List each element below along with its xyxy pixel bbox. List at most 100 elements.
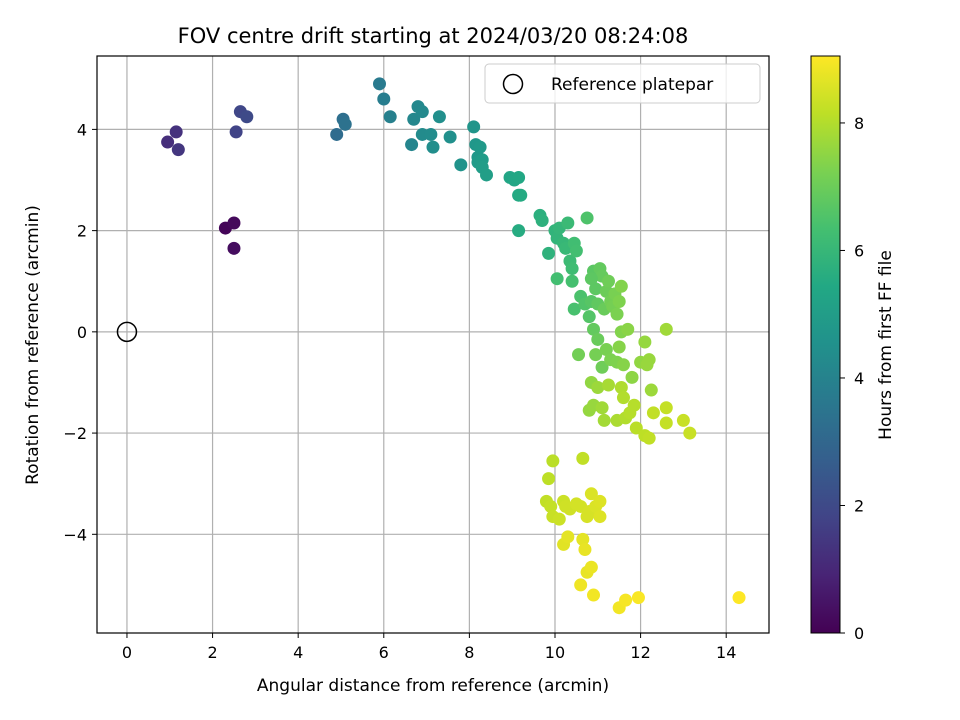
data-point xyxy=(591,381,605,395)
data-point xyxy=(587,588,601,602)
data-point xyxy=(591,332,605,346)
data-point xyxy=(576,532,590,546)
data-point xyxy=(535,213,549,227)
data-point xyxy=(640,358,654,372)
data-point xyxy=(614,381,628,395)
data-point xyxy=(542,472,556,486)
data-point xyxy=(614,279,628,293)
data-point xyxy=(732,591,746,605)
y-tick-label: −4 xyxy=(63,525,87,544)
data-point xyxy=(552,512,566,526)
data-point xyxy=(578,542,592,556)
data-point xyxy=(629,421,643,435)
data-point xyxy=(616,391,630,405)
data-point xyxy=(631,591,645,605)
data-point xyxy=(601,378,615,392)
x-tick-label: 8 xyxy=(464,643,474,662)
data-point xyxy=(443,130,457,144)
data-point xyxy=(161,135,175,149)
colorbar-label: Hours from first FF file xyxy=(876,250,896,440)
data-point xyxy=(383,110,397,124)
data-point xyxy=(683,426,697,440)
data-point xyxy=(171,143,185,157)
data-point xyxy=(240,110,254,124)
data-point xyxy=(587,322,601,336)
data-point xyxy=(659,322,673,336)
y-tick-label: 2 xyxy=(77,222,87,241)
data-point xyxy=(169,125,183,139)
colorbar: 0 2 4 6 8 Hours from first FF file xyxy=(810,55,896,643)
legend-marker xyxy=(502,73,524,95)
data-point xyxy=(512,170,526,184)
data-point xyxy=(426,140,440,154)
data-point xyxy=(599,343,613,357)
x-tick-label: 2 xyxy=(207,643,217,662)
data-point xyxy=(616,358,630,372)
data-point xyxy=(610,307,624,321)
data-point xyxy=(432,110,446,124)
data-point xyxy=(584,487,598,501)
y-axis-ticks: 4 2 0 −2 −4 xyxy=(63,120,97,544)
data-point xyxy=(480,168,494,182)
data-point xyxy=(512,224,526,238)
data-point xyxy=(514,188,528,202)
data-point xyxy=(638,335,652,349)
data-point xyxy=(565,262,579,276)
data-point xyxy=(612,340,626,354)
colorbar-tick-label: 6 xyxy=(854,241,864,260)
y-tick-label: 4 xyxy=(77,120,87,139)
reference-point-marker xyxy=(116,321,138,343)
data-point xyxy=(372,77,386,91)
data-point xyxy=(377,92,391,106)
data-point xyxy=(227,216,241,230)
data-point xyxy=(467,120,481,134)
data-point xyxy=(561,530,575,544)
data-point xyxy=(589,282,603,296)
data-point xyxy=(612,294,626,308)
x-axis-ticks: 0 2 4 6 8 10 12 14 xyxy=(122,633,736,662)
x-axis-label: Angular distance from reference (arcmin) xyxy=(257,676,609,696)
data-point xyxy=(569,244,583,258)
data-point xyxy=(544,499,558,513)
data-point xyxy=(627,398,641,412)
colorbar-scale xyxy=(810,55,841,634)
data-point xyxy=(576,451,590,465)
x-tick-label: 0 xyxy=(122,643,132,662)
legend: Reference platepar xyxy=(484,63,761,104)
data-point xyxy=(619,593,633,607)
data-point xyxy=(593,510,607,524)
data-point xyxy=(229,125,243,139)
data-point xyxy=(473,140,487,154)
data-point xyxy=(550,272,564,286)
y-axis-label: Rotation from reference (arcmin) xyxy=(23,205,43,485)
data-point xyxy=(407,112,421,126)
data-point xyxy=(644,383,658,397)
data-point xyxy=(572,348,586,362)
x-tick-label: 14 xyxy=(716,643,736,662)
y-tick-label: −2 xyxy=(63,424,87,443)
data-point xyxy=(330,127,344,141)
colorbar-tick-label: 4 xyxy=(854,369,864,388)
data-point xyxy=(338,117,352,131)
colorbar-tick-label: 8 xyxy=(854,114,864,133)
data-point xyxy=(646,406,660,420)
colorbar-tick-label: 2 xyxy=(854,496,864,515)
data-point xyxy=(593,494,607,508)
data-point xyxy=(625,370,639,384)
x-tick-label: 10 xyxy=(545,643,565,662)
grid-lines xyxy=(97,56,769,633)
data-point xyxy=(582,310,596,324)
data-point xyxy=(642,431,656,445)
data-point xyxy=(676,413,690,427)
data-point xyxy=(565,274,579,288)
data-point xyxy=(415,105,429,119)
data-point xyxy=(659,416,673,430)
data-point xyxy=(595,360,609,374)
data-point xyxy=(424,127,438,141)
data-point xyxy=(227,241,241,255)
legend-entry-reference: Reference platepar xyxy=(551,75,713,95)
data-point xyxy=(580,211,594,225)
data-point xyxy=(574,578,588,592)
x-tick-label: 6 xyxy=(379,643,389,662)
